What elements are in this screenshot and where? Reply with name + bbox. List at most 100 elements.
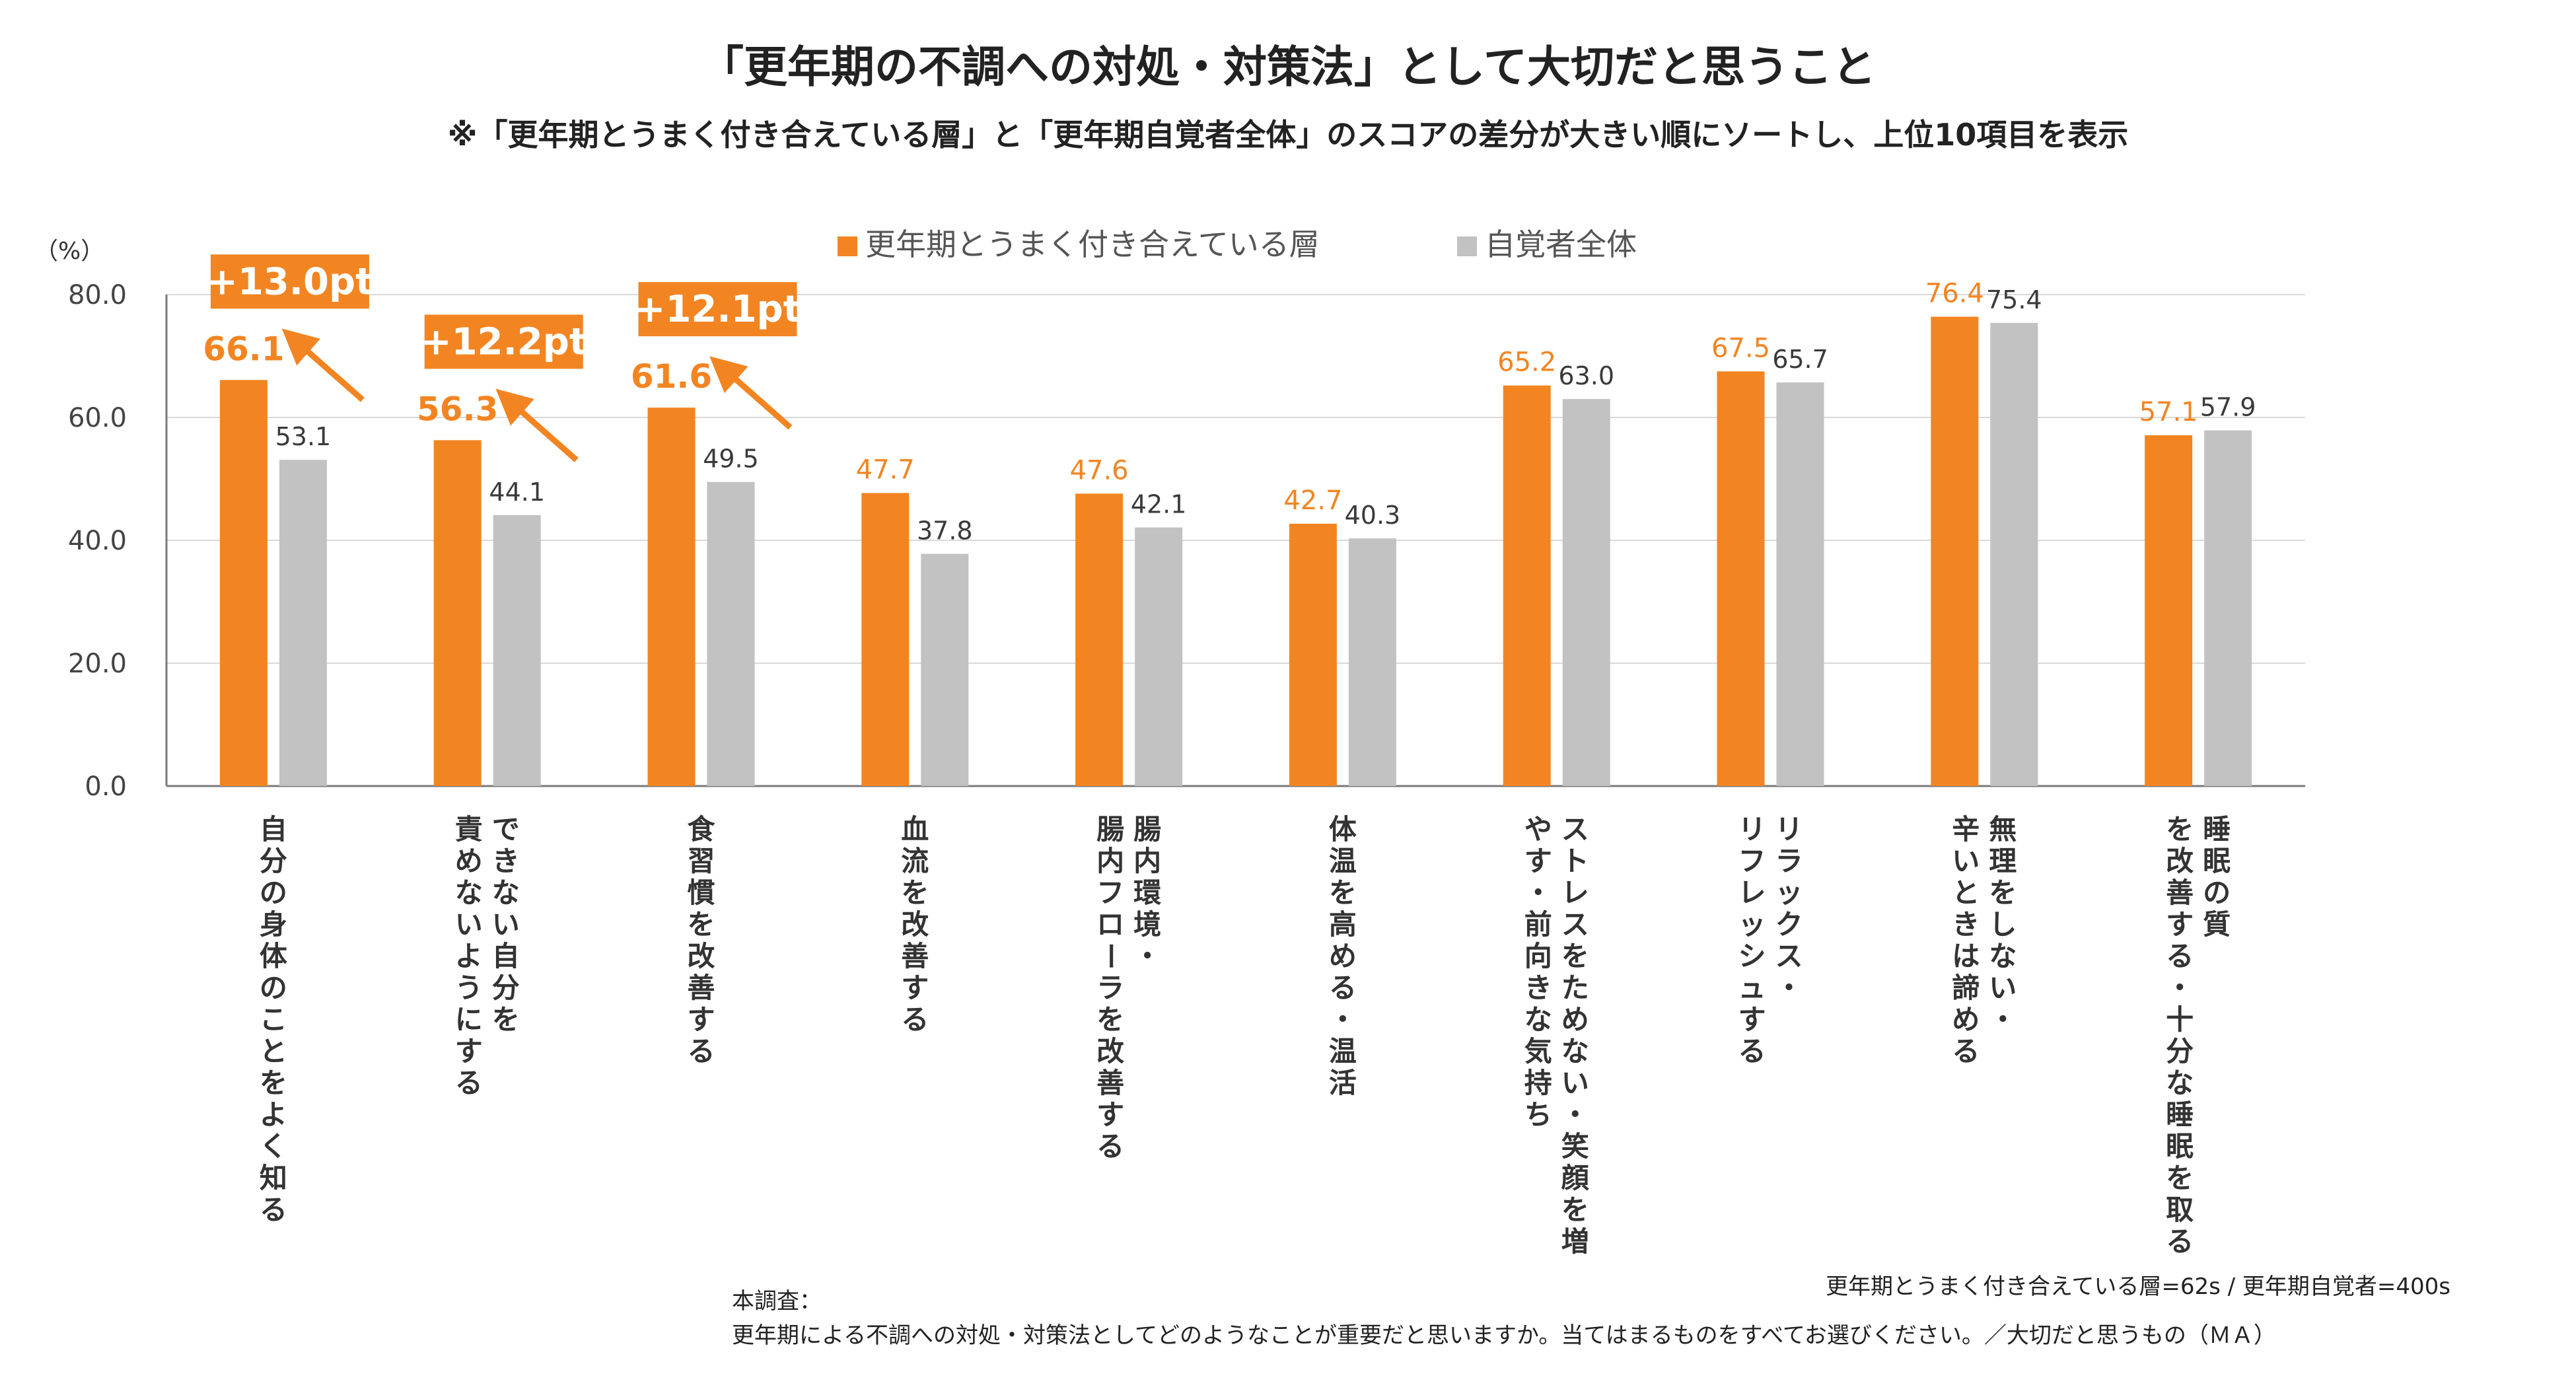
value-label-gray: 49.5 [703,445,759,474]
category-label-char: 責 [455,813,483,845]
bar-orange [433,440,482,786]
category-label-char: を [1989,877,2017,909]
category-label-char: 無 [1989,813,2017,845]
category-label-char: 改 [2166,845,2194,877]
category-label-char: を [1096,1003,1124,1036]
category-label-char: な [2166,1067,2194,1099]
category-label-char: ・ [1133,940,1161,972]
category-label-char: 温 [1329,845,1357,877]
category-label-char: レ [1561,877,1589,909]
category-label-char: 改 [901,908,929,941]
category-label-char: く [260,1130,287,1163]
y-axis-unit: （%） [34,238,104,265]
category-label-char: る [1096,1130,1124,1163]
value-label-orange: 42.7 [1283,485,1342,516]
bar-orange [1075,493,1124,786]
category-label-char: め [1952,1003,1980,1036]
category-label-char: 温 [1329,1035,1357,1067]
category-label-char: ・ [1524,877,1552,909]
value-label-gray: 53.1 [275,422,332,451]
category-label-char: を [1329,877,1357,909]
category-label-char: 質 [2203,908,2231,941]
category-label-char: 内 [1133,845,1161,877]
category-label-char: い [1561,1067,1589,1099]
category-label-char: い [455,908,483,941]
category-label-char: 笑 [1561,1130,1589,1163]
legend-swatch-gray [1457,236,1477,256]
legend-swatch-orange [838,236,857,256]
value-label-orange: 66.1 [203,330,284,368]
category-label-char: 体 [260,940,287,972]
bar-orange [647,408,696,786]
annotation-text: +12.1pt [635,288,801,331]
bar-gray [1562,399,1610,786]
bar-gray [921,554,969,786]
category-label-char: 善 [687,972,715,1004]
category-label-char: 睡 [2203,813,2231,845]
annotation-arrow [281,328,365,402]
category-label-char: い [1952,845,1980,877]
category-label-char: に [455,1003,483,1036]
bar-orange [861,493,910,786]
value-label-gray: 57.9 [2200,393,2256,422]
category-label-char: る [1329,972,1357,1004]
category-label-char: う [455,972,483,1004]
legend-label-gray: 自覚者全体 [1485,227,1637,262]
category-label-char: る [1738,1035,1766,1067]
chart-title: 「更年期の不調への対処・対策法」として大切だと思うこと [699,42,1877,92]
category-label-char: の [260,877,287,909]
value-label-gray: 63.0 [1558,361,1614,390]
bar-gray [707,482,755,786]
category-label-char: 境 [1133,908,1161,941]
bar-orange [1503,385,1551,786]
category-label-char: ・ [1775,972,1803,1004]
bar-orange [2145,435,2193,786]
category-label-char: な [1989,940,2017,972]
category-label-char: ク [1775,908,1803,941]
category-label-char: 改 [687,940,715,972]
category-label-char: を [1561,1194,1589,1226]
category-label-char: 分 [2166,1035,2194,1067]
category-label-char: る [2166,1225,2194,1258]
category-label-char: 腸 [1096,813,1124,845]
category-label-char: 自 [260,813,287,845]
y-tick-label: 20.0 [68,649,127,679]
category-label-char: を [2166,813,2194,845]
value-label-orange: 47.7 [856,454,915,485]
category-label-char: る [901,1003,929,1036]
category-label-char: や [1524,813,1552,845]
category-label-char: 眠 [2166,1130,2194,1163]
value-labels: 66.1 53.1 56.3 44.1 61.6 49.5 47.7 37.8 47.642.1… [203,278,2256,545]
category-label-char: 流 [901,845,929,877]
bar-gray [1776,382,1824,786]
category-label-char: 内 [1096,845,1124,877]
category-label-char: す [1096,1098,1124,1131]
category-label-char: を [901,877,929,909]
value-label-orange: 61.6 [631,357,712,396]
category-label-char: 知 [260,1162,287,1194]
bar-orange [1289,523,1337,786]
category-label-char: で [492,813,520,845]
category-label-char: 習 [687,845,715,877]
annotation-text: +12.2pt [421,320,587,363]
category-label-char: こ [260,1003,287,1036]
category-label-char: る [2166,940,2194,972]
category-label-char: き [1524,972,1552,1004]
value-label-orange: 57.1 [2139,397,2198,427]
annotation-box [638,282,797,337]
category-label-char: ッ [1738,908,1766,941]
bar-gray [279,460,327,786]
category-label-char: き [1952,908,1980,941]
category-label-char: 食 [687,813,715,845]
category-label-char: を [2166,1162,2194,1194]
category-label-char: ロ [1096,908,1124,941]
value-label-gray: 44.1 [489,478,545,507]
category-label-char: ス [1775,940,1803,972]
category-label-char: な [492,877,520,909]
category-label-char: 体 [1329,813,1357,845]
category-label-char: め [1561,1003,1589,1036]
category-label-char: 眠 [2203,845,2231,877]
category-label-char: 活 [1329,1067,1357,1099]
category-label-char: 善 [2166,877,2194,909]
